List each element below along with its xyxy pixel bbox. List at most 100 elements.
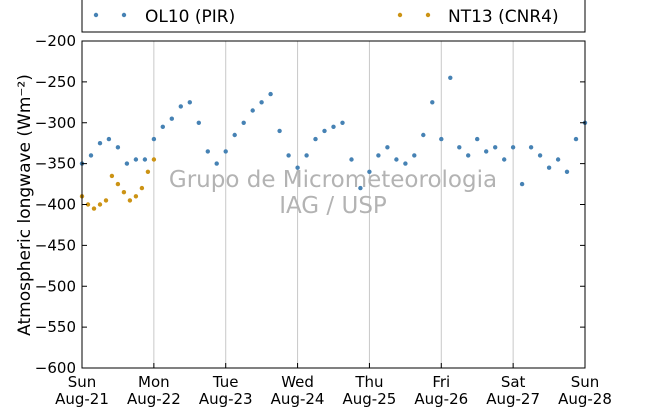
legend-label-nt13: NT13 (CNR4) [448,7,559,27]
y-tick-label: −500 [35,277,76,295]
nt13-point [145,169,151,174]
x-tick-day: Fri [432,373,450,391]
x-tick-day: Sun [571,373,600,391]
ol10-point [421,132,426,138]
ol10-point [169,116,174,121]
x-tick-day: Wed [281,373,314,391]
ol10-point [178,104,183,109]
ol10-point [142,157,148,162]
legend: OL10 (PIR) NT13 (CNR4) [81,0,586,33]
y-tick-label: −550 [35,318,76,336]
ol10-point [475,136,480,142]
legend-marker-nt13-a [397,12,403,18]
ol10-point [466,153,471,158]
x-tick-date: Aug-26 [414,390,468,408]
ol10-point [322,128,327,134]
nt13-point [127,198,133,203]
ol10-point [340,120,345,126]
nt13-point [115,181,121,187]
ol10-point [412,153,417,158]
x-tick-date: Aug-24 [271,390,325,408]
ol10-point [537,153,543,158]
legend-marker-ol10-b [121,12,127,18]
ol10-point [304,153,309,158]
x-tick-day: Mon [138,373,170,391]
watermark: Grupo de Micrometeorologia IAG / USP [169,167,497,219]
ol10-point [573,136,579,142]
ol10-point [295,165,300,170]
nt13-point [151,157,157,162]
x-tick-day: Sun [68,373,97,391]
ol10-point [151,136,157,142]
ol10-point [546,165,552,170]
ol10-point [510,145,516,150]
ol10-point [502,157,507,162]
ol10-point [448,75,453,81]
ol10-point [430,100,435,105]
x-tick-date: Aug-23 [199,390,253,408]
nt13-point [133,194,139,199]
ol10-point [259,100,264,105]
ol10-point [250,108,255,113]
ol10-point [358,185,363,191]
ol10-point [385,145,390,150]
ol10-point [97,141,103,146]
y-tick-label: −250 [35,73,76,91]
ol10-point [196,120,201,126]
ol10-point [394,157,399,162]
ol10-point [214,161,219,166]
ol10-point [223,149,228,154]
ol10-point [439,136,444,142]
legend-frame [81,0,586,33]
ol10-point [519,181,525,187]
y-tick-label: −350 [35,155,76,173]
ol10-point [403,161,408,166]
x-tick-day: Sat [501,373,526,391]
ol10-point [124,161,130,166]
nt13-point [97,202,103,207]
nt13-point [121,190,127,195]
ol10-point [115,145,121,150]
x-tick-date: Aug-28 [558,390,612,408]
data-points [79,75,588,211]
nt13-point [91,206,97,211]
ol10-point [286,153,291,158]
ol10-point [241,120,246,126]
ol10-point [331,124,336,129]
x-axis: SunAug-21MonAug-22TueAug-23WedAug-24ThuA… [55,363,612,408]
ol10-point [349,157,354,162]
x-tick-date: Aug-21 [55,390,109,408]
x-tick-date: Aug-27 [486,390,540,408]
ol10-point [277,128,282,134]
ol10-point [457,145,462,150]
x-tick-day: Tue [212,373,239,391]
ol10-point [376,153,381,158]
ol10-point [555,157,561,162]
ol10-point [493,145,498,150]
ol10-point [187,100,192,105]
y-tick-label: −400 [35,196,76,214]
nt13-point [103,198,109,203]
x-tick-date: Aug-25 [343,390,397,408]
ol10-point [313,136,318,142]
legend-marker-nt13-b [425,12,431,18]
ol10-point [564,169,570,174]
ol10-point [367,169,372,174]
nt13-point [109,173,115,179]
ol10-point [205,149,210,154]
watermark-line-2: IAG / USP [279,193,387,219]
ol10-point [160,124,165,129]
y-tick-label: −450 [35,236,76,254]
y-tick-label: −200 [35,32,76,50]
ol10-point [232,132,237,138]
y-axis-label: Atmospheric longwave (Wm⁻²) [15,74,35,336]
legend-label-ol10: OL10 (PIR) [145,7,235,27]
y-axis: −600 −550 −500 −450 −400 −350 −300 −250 −200 [35,32,585,377]
gridlines [153,41,514,368]
ol10-point [484,149,489,154]
legend-marker-ol10-a [93,12,99,18]
ol10-point [106,136,112,142]
y-tick-label: −600 [35,359,76,377]
x-tick-date: Aug-22 [127,390,181,408]
